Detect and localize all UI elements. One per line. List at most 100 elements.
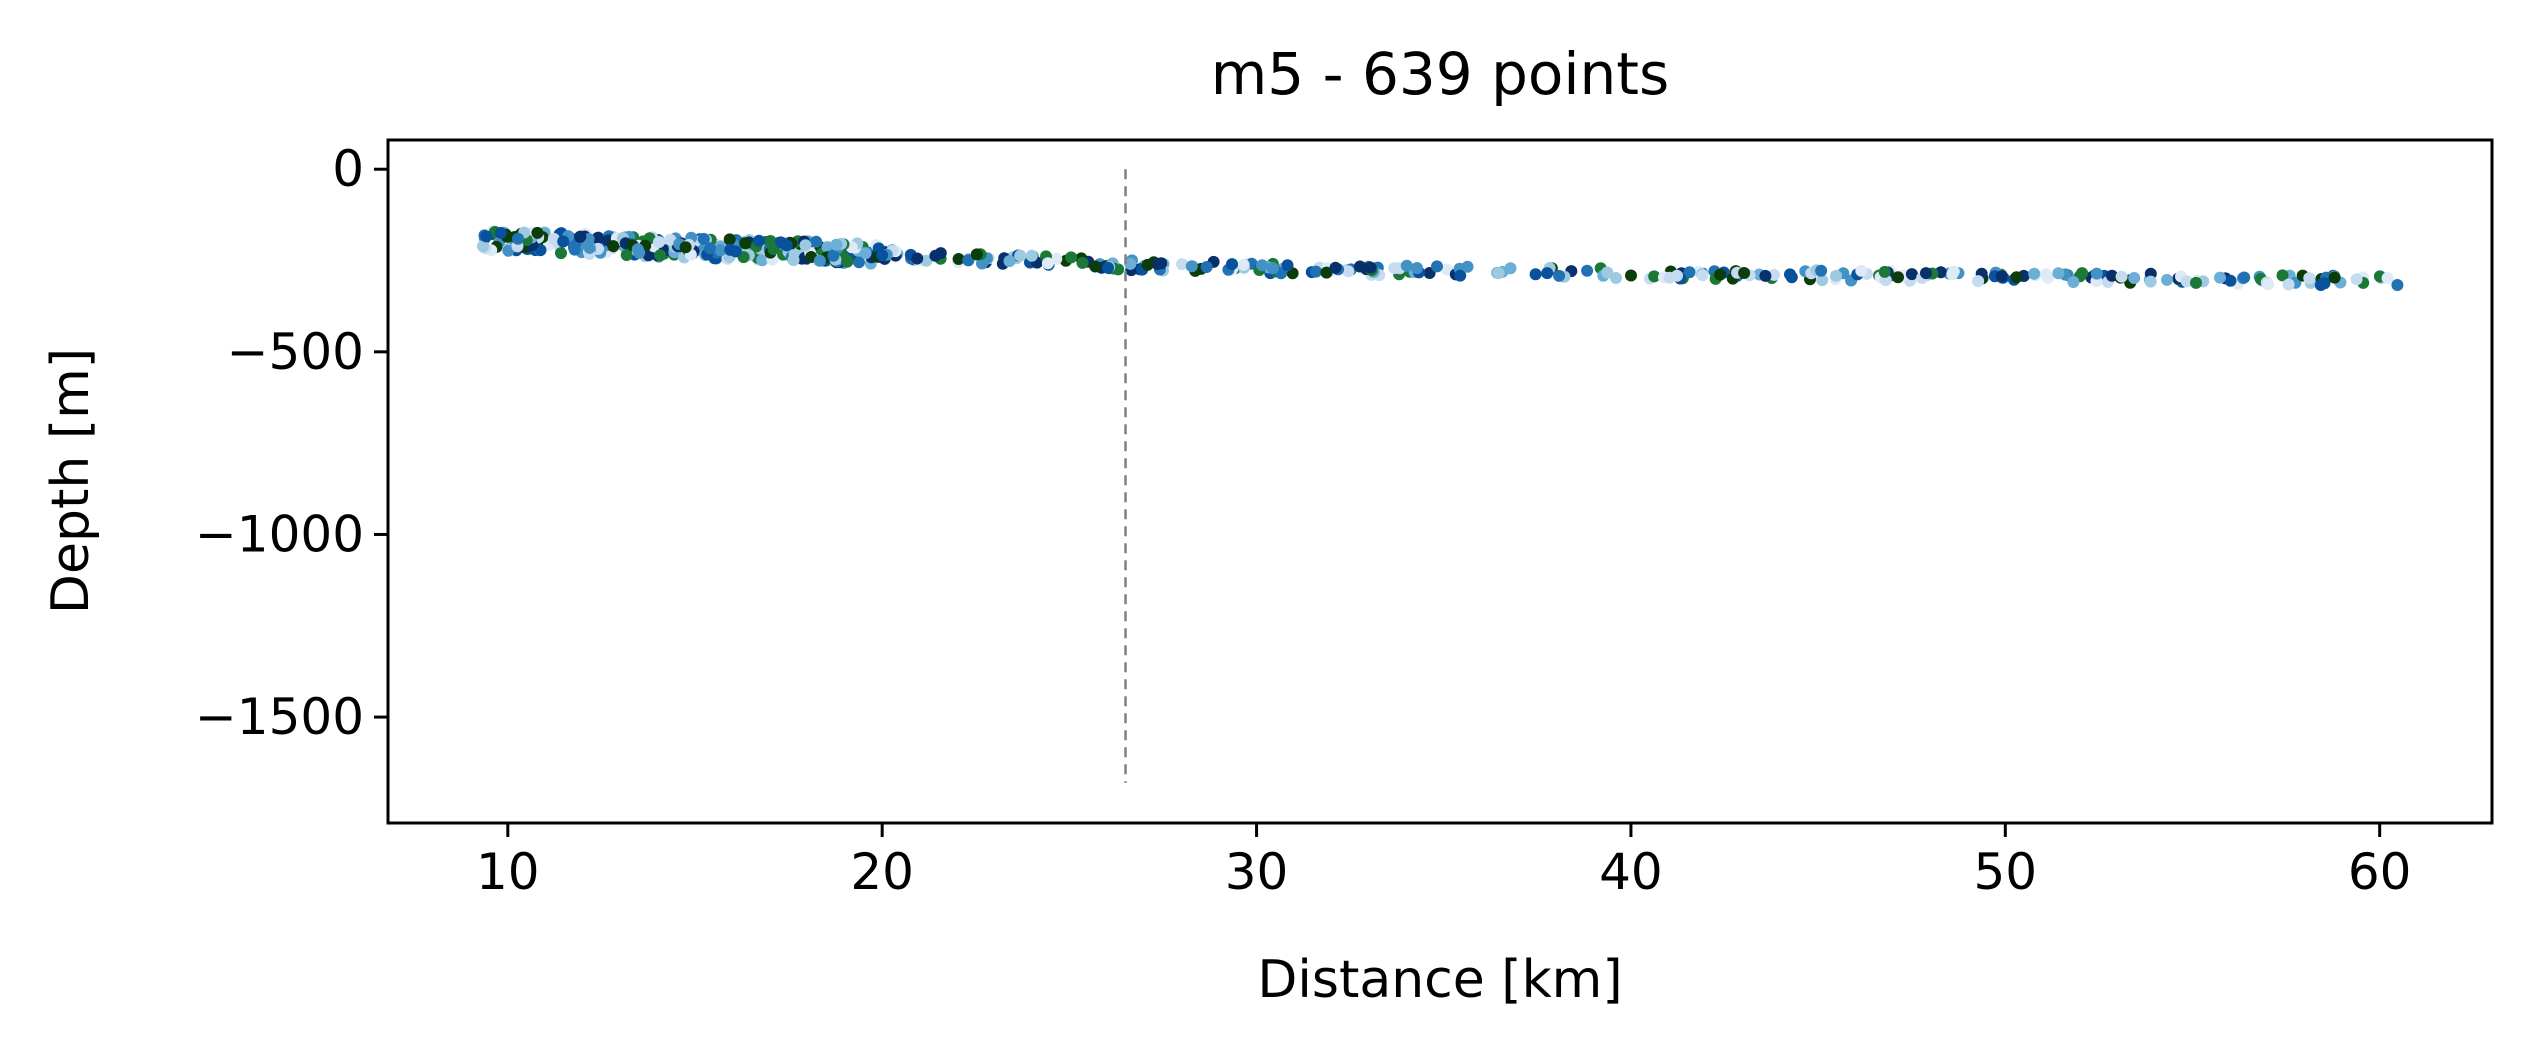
- data-point: [664, 233, 677, 246]
- data-point: [1329, 261, 1342, 274]
- data-point: [1905, 268, 1918, 281]
- y-tick-label: −500: [227, 323, 364, 381]
- data-point: [1025, 249, 1038, 262]
- data-point: [1003, 255, 1016, 268]
- data-point: [704, 242, 716, 255]
- data-point: [1281, 259, 1294, 272]
- data-point: [2381, 272, 2394, 285]
- data-point: [1738, 267, 1751, 279]
- data-point: [1581, 264, 1594, 277]
- data-point: [2350, 273, 2363, 286]
- data-point: [920, 254, 933, 267]
- data-point: [970, 248, 983, 261]
- data-point: [756, 254, 769, 267]
- data-point: [911, 252, 924, 265]
- data-point: [841, 255, 854, 268]
- data-point: [1784, 268, 1796, 281]
- data-point: [697, 233, 710, 245]
- data-point: [1065, 251, 1078, 264]
- y-tick-label: −1000: [195, 505, 364, 563]
- data-point: [723, 233, 736, 246]
- data-point: [1892, 271, 1904, 284]
- data-point: [2282, 278, 2295, 291]
- data-point: [1226, 258, 1238, 271]
- data-point: [830, 238, 843, 251]
- data-point: [1759, 269, 1772, 282]
- data-point: [531, 226, 544, 239]
- data-point: [2224, 274, 2237, 287]
- data-point: [1364, 261, 1377, 274]
- data-point: [1553, 269, 1566, 282]
- data-point: [1946, 268, 1959, 281]
- data-point: [775, 236, 787, 249]
- data-point: [1815, 264, 1828, 277]
- y-tick-label: 0: [332, 140, 364, 198]
- data-point: [480, 230, 493, 243]
- x-tick-label: 60: [2348, 843, 2412, 901]
- data-point: [729, 245, 742, 258]
- data-point: [753, 234, 766, 247]
- data-point: [1310, 265, 1322, 278]
- x-tick-label: 20: [850, 843, 914, 901]
- data-point: [502, 244, 515, 257]
- data-point: [1141, 258, 1154, 271]
- data-point: [1648, 270, 1661, 283]
- data-point: [2028, 267, 2041, 280]
- data-point: [568, 241, 580, 254]
- data-point: [799, 239, 812, 252]
- data-points: [477, 225, 2404, 291]
- data-point: [1830, 269, 1842, 282]
- data-point: [1176, 258, 1188, 271]
- data-point: [1610, 272, 1622, 284]
- data-point: [2067, 276, 2080, 288]
- data-point: [2276, 269, 2289, 282]
- data-point: [2391, 279, 2404, 291]
- chart-title: m5 - 639 points: [1211, 40, 1669, 108]
- data-point: [642, 249, 655, 262]
- data-point: [1878, 265, 1891, 278]
- data-point: [2328, 271, 2341, 284]
- data-point: [1625, 269, 1637, 282]
- data-point: [952, 253, 965, 265]
- y-axis-label: Depth [m]: [41, 348, 101, 614]
- data-point: [620, 249, 633, 261]
- data-point: [1411, 262, 1423, 274]
- data-point: [494, 227, 507, 239]
- data-point: [1342, 265, 1355, 278]
- data-point: [1696, 269, 1709, 282]
- data-point: [827, 249, 840, 262]
- data-point: [2040, 268, 2053, 281]
- data-point: [2144, 275, 2157, 288]
- data-point: [1529, 268, 1542, 281]
- data-point: [1601, 266, 1614, 279]
- data-point: [1972, 275, 1985, 288]
- data-point: [1400, 259, 1413, 272]
- data-point: [1102, 261, 1114, 274]
- x-axis-ticks: 10 20 30 40 50 60: [476, 823, 2412, 901]
- data-point: [1541, 267, 1554, 280]
- data-point: [631, 243, 644, 256]
- data-point: [1671, 269, 1683, 282]
- data-point: [1454, 269, 1467, 282]
- data-point: [1768, 268, 1781, 281]
- data-point: [1714, 268, 1727, 281]
- data-point: [591, 232, 604, 244]
- data-point: [1320, 266, 1333, 279]
- data-point: [2214, 271, 2226, 284]
- data-point: [859, 247, 872, 260]
- data-point: [810, 235, 823, 248]
- data-point: [2052, 267, 2065, 280]
- data-point: [1089, 260, 1102, 273]
- data-point: [2128, 272, 2141, 284]
- data-point: [1076, 256, 1089, 269]
- data-point: [1920, 267, 1932, 280]
- data-point: [679, 241, 692, 254]
- data-point: [2303, 272, 2316, 285]
- data-point: [2115, 270, 2128, 283]
- data-point: [1155, 257, 1168, 270]
- data-point: [787, 254, 800, 267]
- data-point: [1431, 260, 1443, 273]
- data-point: [555, 247, 567, 260]
- data-point: [653, 236, 665, 248]
- data-point: [929, 249, 942, 262]
